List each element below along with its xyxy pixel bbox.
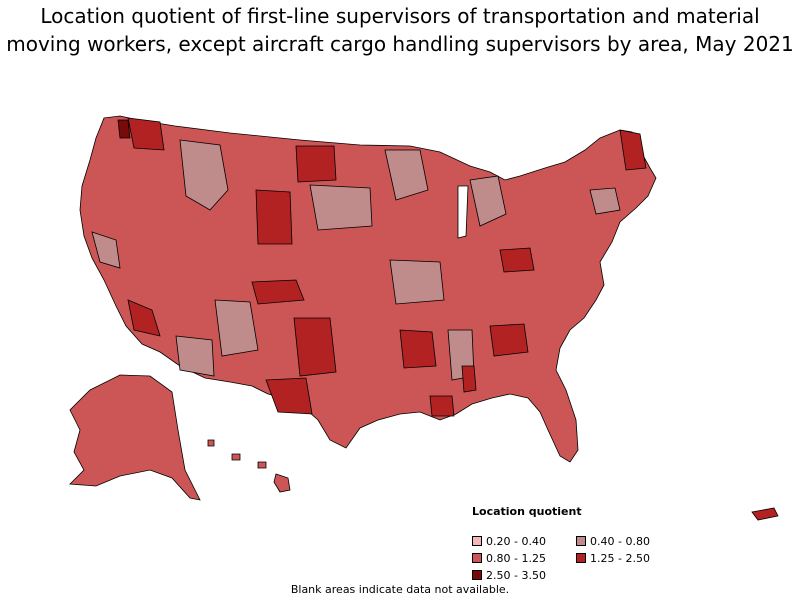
legend-label-2: 0.40 - 0.80: [590, 534, 650, 548]
legend-swatch-2: [576, 536, 586, 546]
legend-item-2: 0.40 - 0.80: [576, 534, 672, 548]
legend-swatch-5: [472, 570, 482, 580]
region-southwest: [214, 299, 259, 357]
region-ozarks: [389, 259, 445, 305]
legend-swatch-1: [472, 536, 482, 546]
hawaii: [207, 439, 291, 493]
region-wyoming: [255, 189, 293, 245]
region-ohio-valley: [499, 247, 535, 273]
map-legend: Location quotient 0.20 - 0.40 0.40 - 0.8…: [472, 505, 672, 582]
legend-item-1: 0.20 - 0.40: [472, 534, 576, 548]
region-oklahoma-texas: [293, 317, 337, 377]
region-arkansas-louisiana: [399, 329, 437, 369]
region-southern-california: [127, 299, 161, 337]
map-title: Location quotient of first-line supervis…: [6, 4, 794, 56]
legend-swatch-3: [472, 553, 482, 563]
region-arizona-south: [175, 335, 215, 377]
contiguous-us: [79, 115, 657, 463]
lake-michigan: [457, 185, 469, 239]
footnote: Blank areas indicate data not available.: [290, 583, 510, 596]
region-california-central: [91, 231, 121, 269]
legend-label-1: 0.20 - 0.40: [486, 534, 546, 548]
region-louisiana-coast: [429, 395, 455, 417]
region-north-dakota: [295, 145, 337, 183]
legend-item-5: 2.50 - 3.50: [472, 568, 576, 582]
legend-label-4: 1.25 - 2.50: [590, 551, 650, 565]
region-colorado: [251, 279, 305, 305]
region-tennessee: [489, 323, 529, 357]
puerto-rico: [751, 507, 779, 521]
region-west-texas: [265, 377, 313, 415]
hawaii-island: [273, 473, 291, 493]
us-mainland-shape: [79, 115, 657, 463]
region-rocky-mountain: [179, 139, 229, 211]
alaska: [69, 374, 201, 501]
legend-swatch-4: [576, 553, 586, 563]
region-upper-midwest: [384, 149, 429, 201]
region-washington-core: [117, 119, 131, 139]
oahu-island: [231, 453, 241, 461]
region-florida-panhandle: [461, 365, 477, 393]
region-washington-east: [127, 117, 165, 151]
legend-grid: 0.20 - 0.40 0.40 - 0.80 0.80 - 1.25 1.25…: [472, 534, 672, 582]
region-michigan: [469, 175, 507, 227]
legend-title: Location quotient: [472, 505, 582, 518]
alaska-shape: [69, 374, 201, 501]
region-new-england: [589, 187, 621, 215]
kauai-island: [207, 439, 215, 447]
legend-label-5: 2.50 - 3.50: [486, 568, 546, 582]
region-northern-plains: [309, 184, 373, 231]
legend-item-4: 1.25 - 2.50: [576, 551, 672, 565]
region-maine: [619, 129, 647, 171]
puerto-rico-shape: [751, 507, 779, 521]
legend-label-3: 0.80 - 1.25: [486, 551, 546, 565]
maui-island: [257, 461, 267, 469]
legend-item-3: 0.80 - 1.25: [472, 551, 576, 565]
